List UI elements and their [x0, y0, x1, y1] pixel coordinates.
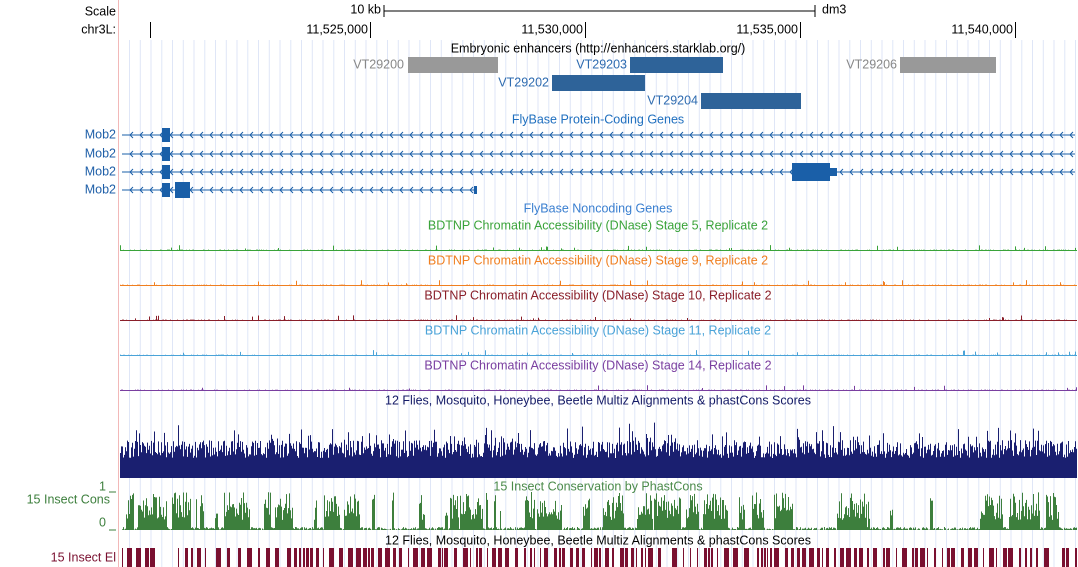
track-title: BDTNP Chromatin Accessibility (DNase) St…: [428, 253, 768, 267]
signal-tracks: [120, 245, 1077, 567]
intron: [122, 168, 1075, 176]
enhancer-label: VT29204: [647, 93, 698, 107]
track-title: FlyBase Noncoding Genes: [524, 201, 673, 215]
exon: [162, 128, 170, 142]
exon: [175, 182, 190, 198]
scale-label: Scale: [85, 4, 116, 18]
exon: [792, 163, 830, 181]
intron: [122, 186, 475, 194]
dnase-signal: [120, 350, 1076, 355]
gene-models: [122, 128, 1075, 198]
gene-label[interactable]: Mob2: [85, 164, 116, 178]
exon: [162, 147, 170, 161]
dnase-signal: [120, 280, 1075, 285]
exon: [830, 168, 837, 176]
exon: [162, 183, 170, 197]
enhancer-label: VT29200: [353, 57, 404, 71]
enhancer-label: VT29206: [846, 57, 897, 71]
track-title: BDTNP Chromatin Accessibility (DNase) St…: [425, 323, 771, 337]
track-title: Embryonic enhancers (http://enhancers.st…: [451, 41, 746, 55]
gene-label[interactable]: Mob2: [85, 127, 116, 141]
track-title: 12 Flies, Mosquito, Honeybee, Beetle Mul…: [385, 393, 811, 407]
ruler-tick-label: 11,530,000: [521, 22, 583, 36]
gene-label[interactable]: Mob2: [85, 146, 116, 160]
track-label: 15 Insect Cons: [27, 492, 110, 506]
intron: [122, 131, 1075, 139]
enhancer-label: VT29202: [498, 75, 549, 89]
guideline: [129, 40, 1076, 567]
exon: [474, 186, 477, 194]
intron: [122, 150, 1075, 158]
dnase-signal: [121, 385, 1077, 390]
chrom-label: chr3L:: [81, 22, 116, 36]
multiz-signal: [120, 422, 1077, 478]
ruler-tick-label: 11,535,000: [736, 22, 798, 36]
axis-label: 0: [99, 515, 106, 529]
enhancer[interactable]: [630, 57, 723, 73]
dnase-signal: [122, 315, 1067, 320]
enhancer[interactable]: [552, 75, 645, 91]
ruler-tick-label: 11,525,000: [306, 22, 368, 36]
enhancer[interactable]: [408, 57, 498, 73]
axis-ticks: [109, 491, 116, 531]
enhancer[interactable]: [900, 57, 996, 73]
enhancer[interactable]: [701, 93, 801, 109]
enhancer-label: VT29203: [576, 57, 627, 71]
conserved-elements: [122, 548, 1077, 567]
dnase-signal: [120, 245, 1076, 250]
track-title: FlyBase Protein-Coding Genes: [512, 112, 684, 126]
guidelines: [129, 40, 1076, 567]
track-title: BDTNP Chromatin Accessibility (DNase) St…: [428, 218, 768, 232]
axis-label: 1: [99, 479, 106, 493]
gene-label[interactable]: Mob2: [85, 182, 116, 196]
track-title: BDTNP Chromatin Accessibility (DNase) St…: [424, 358, 771, 372]
track-title: 15 Insect Conservation by PhastCons: [493, 479, 702, 493]
track-label: 15 Insect El: [51, 550, 116, 564]
track-title: 12 Flies, Mosquito, Honeybee, Beetle Mul…: [385, 533, 811, 547]
track-title: BDTNP Chromatin Accessibility (DNase) St…: [424, 288, 771, 302]
ruler-tick-label: 11,540,000: [951, 22, 1013, 36]
exon: [162, 165, 170, 179]
conservation-signal: [122, 492, 1077, 530]
scale-bar: [383, 5, 816, 17]
scale-size: 10 kb: [350, 2, 381, 16]
assembly: dm3: [822, 2, 846, 16]
